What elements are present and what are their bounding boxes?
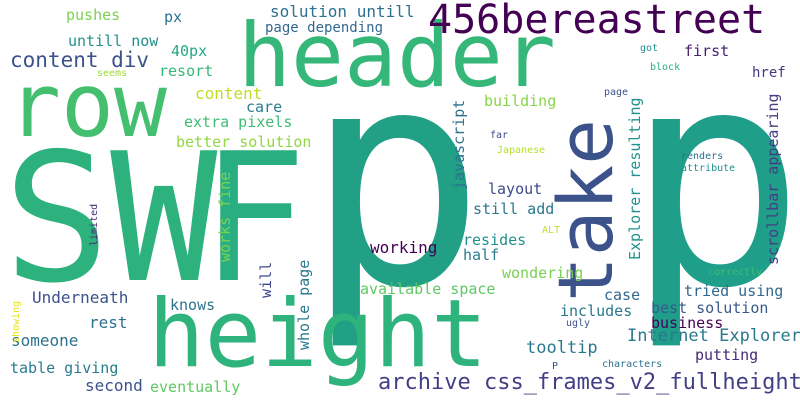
word-tried-using: tried using [684,282,784,300]
word-far: far [490,130,509,141]
word-row: row [8,54,167,157]
word-will: will [257,261,275,298]
word-block: block [650,62,681,73]
word-wondering: wondering [502,264,584,282]
word-alt: ALT [542,225,561,236]
word-table-giving: table giving [10,359,119,377]
word-someone: someone [11,331,79,350]
word-40px: 40px [171,42,208,60]
word-correctly: correctly [708,267,763,278]
word-half: half [463,246,500,264]
word-eventually: eventually [150,378,241,396]
word-showing: showing [11,300,22,343]
word-sw: SW [3,115,218,322]
word-putting: putting [695,346,759,364]
word-456bereastreet: 456bereastreet [428,0,766,43]
word-href: href [752,65,786,81]
word-whole-page: whole page [295,259,313,350]
word-javascript: javascript [450,99,468,190]
word-layout: layout [488,180,543,198]
word-renders: renders [681,151,724,162]
word-height: height [148,280,488,389]
word-includes: includes [560,302,633,320]
word-page-small: page [604,87,629,98]
word-got: got [640,43,659,54]
word-best-solution: best solution [651,299,769,317]
word-explorer-resulting: Explorer resulting [626,97,644,260]
word-business: business [651,314,724,332]
word-resides: resides [463,231,527,249]
word-available-space: available space [360,280,496,298]
word-content-div: content div [10,48,150,72]
word-p-large-center: p [305,5,486,354]
word-characters: characters [602,359,663,370]
word-japanese: Japanese [497,145,546,156]
word-limited: limited [89,203,100,246]
word-tooltip: tooltip [526,338,598,358]
word-knows: knows [170,296,216,314]
word-p-small: P [552,361,559,372]
word-archive-css-frames: archive css_frames_v2_fullheight [378,370,800,395]
word-untill-now: untill now [68,32,159,50]
word-better-solution: better solution [176,133,312,151]
word-underneath: Underneath [32,288,129,307]
word-page-depending: page depending [265,20,384,36]
word-building: building [484,92,557,110]
word-attribute: attribute [681,163,736,174]
word-extra-pixels: extra pixels [184,113,293,131]
word-f: F [200,115,308,322]
word-internet-explorer: Internet Explorer [627,326,800,346]
word-px: px [164,8,183,26]
word-first: first [684,42,730,60]
word-content: content [195,84,263,103]
word-header: header [238,4,556,107]
word-p-large-right: p [625,5,800,354]
word-resort: resort [159,62,214,80]
word-works-fine: works fine [216,171,234,262]
word-ugly: ugly [566,318,591,329]
word-solution-untill: solution untill [270,2,415,21]
word-seems: seems [97,68,128,79]
word-rest: rest [89,313,128,332]
word-working: working [370,238,438,257]
word-second: second [85,376,143,395]
word-case: case [604,286,641,304]
word-care: care [246,98,283,116]
word-pushes: pushes [66,6,121,24]
word-scrollbar-appearing: scrollbar appearing [764,93,782,265]
word-still-add: still add [473,200,555,218]
